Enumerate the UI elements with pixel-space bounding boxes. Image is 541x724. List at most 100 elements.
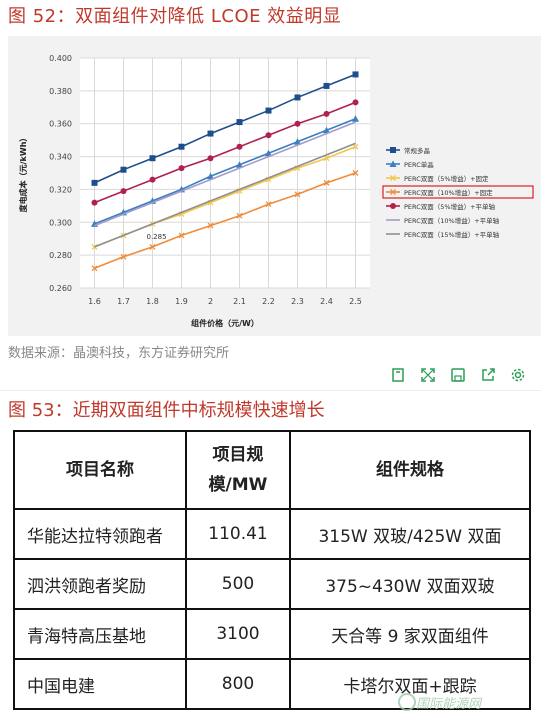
- data-point: [352, 143, 359, 150]
- project-name-cell: 中国电建: [13, 658, 187, 710]
- legend-label: PERC单晶: [404, 160, 434, 169]
- watermark-logo-icon: [398, 693, 416, 711]
- data-point: [207, 172, 214, 180]
- y-tick-label: 0.300: [49, 218, 72, 227]
- data-point: [294, 138, 301, 145]
- data-point: [352, 71, 359, 78]
- expand-button[interactable]: [416, 363, 440, 387]
- x-tick-label: 2.5: [349, 297, 362, 306]
- legend-marker: [389, 160, 397, 167]
- data-point: [236, 143, 243, 150]
- table-row: 青海特高压基地 3100 天合等 9 家双面组件: [13, 608, 531, 660]
- x-tick-label: 2.2: [262, 297, 275, 306]
- data-point: [207, 130, 214, 137]
- x-tick-label: 2.4: [320, 297, 333, 306]
- series-line-6: [94, 142, 356, 248]
- legend-marker: [390, 175, 396, 181]
- data-point: [178, 143, 185, 150]
- share-icon: [482, 368, 495, 381]
- y-tick-label: 0.340: [49, 153, 72, 162]
- bookmark-button[interactable]: [386, 363, 410, 387]
- data-point: [178, 232, 185, 239]
- data-point: [91, 179, 98, 186]
- table-header-row: 项目名称 项目规模/MW 组件规格: [13, 430, 531, 510]
- data-point: [352, 115, 359, 122]
- legend-label: PERC双面（5%增益）+固定: [404, 174, 489, 183]
- data-point: [120, 166, 127, 173]
- legend-label: PERC双面（15%增益）+平单轴: [404, 230, 500, 239]
- section-divider: [0, 390, 541, 391]
- table-row: 华能达拉特领跑者 110.41 315W 双玻/425W 双面: [13, 508, 531, 560]
- data-point: [352, 170, 359, 176]
- share-button[interactable]: [476, 363, 500, 387]
- legend-highlight-box: [382, 185, 534, 199]
- figure-52-title: 图 52：双面组件对降低 LCOE 效益明显: [8, 6, 342, 27]
- x-tick-label: 1.9: [175, 297, 188, 306]
- data-point: [149, 243, 156, 250]
- data-point: [149, 176, 156, 183]
- bookmark-icon: [392, 368, 404, 382]
- data-point: [323, 179, 330, 186]
- module-spec-cell: 天合等 9 家双面组件: [289, 608, 531, 660]
- data-point: [236, 119, 243, 126]
- data-point: [323, 110, 330, 117]
- watermark-text: 国际能源网: [416, 697, 482, 712]
- series-line-0: [94, 73, 356, 184]
- header-project-name: 项目名称: [13, 430, 187, 510]
- lcoe-line-chart-svg: 0.260 0.280 0.300 0.320 0.340 0.360 0.380 0.400…: [18, 54, 534, 328]
- save-button[interactable]: [446, 363, 470, 387]
- x-tick-label: 2.3: [291, 297, 304, 306]
- figure-toolbar: [386, 363, 530, 389]
- data-point: [294, 191, 301, 198]
- data-point: [207, 222, 214, 229]
- data-point: [265, 107, 272, 114]
- figure-53-title: 图 53：近期双面组件中标规模快速增长: [8, 400, 325, 421]
- y-tick-label: 0.400: [49, 54, 72, 63]
- data-point: [265, 201, 272, 208]
- table-row: 泗洪领跑者奖励 500 375~430W 双面双玻: [13, 558, 531, 610]
- data-point: [236, 212, 243, 219]
- header-project-scale: 项目规模/MW: [185, 430, 291, 510]
- data-point: [265, 149, 272, 157]
- chart-source-note: 数据来源：晶澳科技，东方证券研究所: [8, 346, 230, 361]
- data-point: [236, 161, 243, 168]
- module-spec-cell: 375~430W 双面双玻: [289, 558, 531, 610]
- y-tick-label: 0.260: [49, 284, 72, 293]
- data-point: [178, 165, 185, 172]
- project-scale-cell: 500: [185, 558, 291, 610]
- legend-label: PERC双面（10%增益）+平单轴: [404, 216, 500, 225]
- x-tick-label: 2.1: [233, 297, 246, 306]
- project-name-cell: 泗洪领跑者奖励: [13, 558, 187, 610]
- data-point: [91, 199, 98, 206]
- y-tick-label: 0.280: [49, 251, 72, 260]
- y-tick-label: 0.320: [49, 185, 72, 194]
- data-point: [91, 265, 98, 272]
- x-tick-label: 2: [208, 297, 213, 306]
- legend-marker: [390, 203, 396, 209]
- project-name-cell: 青海特高压基地: [13, 608, 187, 660]
- x-tick-label: 1.7: [117, 297, 130, 306]
- data-point: [149, 155, 156, 162]
- data-point: [120, 253, 127, 260]
- data-point: [120, 188, 127, 195]
- data-point: [323, 126, 330, 134]
- expand-icon: [421, 368, 435, 382]
- data-point: [207, 155, 214, 162]
- data-point: [352, 99, 359, 106]
- legend-marker: [390, 189, 396, 195]
- legend-label: PERC双面（10%增益）+固定: [404, 188, 493, 197]
- header-module-spec: 组件规格: [289, 430, 531, 510]
- y-tick-label: 0.380: [49, 87, 72, 96]
- series-line-5: [94, 121, 356, 227]
- x-tick-label: 1.8: [146, 297, 159, 306]
- settings-button[interactable]: [506, 363, 530, 387]
- legend-marker: [390, 147, 396, 153]
- y-tick-label: 0.360: [49, 120, 72, 129]
- project-scale-cell: 110.41: [185, 508, 291, 560]
- series-line-3: [94, 172, 356, 270]
- bifacial-bids-table: 项目名称 项目规模/MW 组件规格 华能达拉特领跑者 110.41 315W 双…: [13, 430, 531, 710]
- data-point: [294, 94, 301, 101]
- data-point: [323, 155, 330, 162]
- y-axis-label: 度电成本（元/kWh）: [18, 134, 28, 213]
- data-annotation: 0.285: [147, 233, 167, 241]
